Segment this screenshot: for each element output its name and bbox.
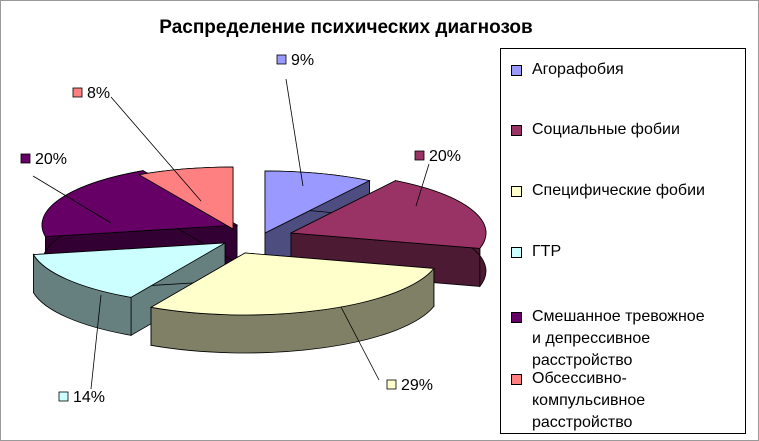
data-label: 14% — [73, 389, 105, 406]
data-label-swatch — [276, 54, 287, 65]
leader-line — [32, 175, 112, 224]
pie-slice — [264, 170, 371, 234]
leader-line — [415, 163, 430, 207]
pie-slice — [149, 252, 435, 316]
legend-swatch — [511, 125, 522, 136]
data-labels: 9% 20% 29% 14% 20% 8% — [20, 52, 461, 406]
legend-label: Обсессивно-компульсивное расстройство — [532, 368, 645, 434]
data-label: 9% — [291, 52, 314, 69]
legend-label: Специфические фобии — [532, 180, 705, 202]
data-label-swatch — [20, 153, 31, 164]
legend-label-line: расстройство — [532, 414, 633, 431]
leader-line — [90, 294, 102, 390]
data-label-swatch — [414, 150, 425, 161]
legend-label-line: расстройство — [532, 352, 633, 369]
legend-swatch — [511, 374, 522, 385]
chart-title: Распределение психических диагнозов — [159, 17, 533, 38]
pie-slice — [137, 166, 234, 230]
legend-label: Смешанное тревожное и депрессивное расстро… — [532, 306, 705, 372]
pie-slice — [32, 242, 226, 298]
legend: Агорафобия Социальные фобии Специфические … — [500, 48, 746, 434]
legend-label-line: и депрессивное — [532, 330, 651, 347]
legend-label: ГТР — [532, 241, 561, 263]
pie-tops — [32, 166, 487, 316]
data-label: 8% — [87, 85, 110, 102]
pie-slice — [41, 170, 239, 238]
data-label-swatch — [72, 87, 83, 98]
legend-label: Социальные фобии — [532, 119, 680, 141]
legend-label-line: Обсессивно- — [532, 370, 627, 387]
legend-swatch — [511, 312, 522, 323]
legend-label-line: Социальные фобии — [532, 121, 680, 138]
legend-swatch — [511, 247, 522, 258]
legend-label-line: Смешанное тревожное — [532, 308, 705, 325]
legend-label-line: Специфические фобии — [532, 182, 705, 199]
legend-label: Агорафобия — [532, 59, 624, 81]
leader-line — [285, 78, 304, 187]
leader-lines — [32, 78, 430, 390]
leader-line — [110, 96, 202, 202]
legend-label-line: компульсивное — [532, 392, 646, 409]
legend-label-line: ГТР — [532, 243, 562, 260]
pie-slice — [289, 180, 487, 249]
data-label-swatch — [386, 379, 397, 390]
data-label: 20% — [35, 151, 67, 168]
data-label-swatch — [58, 391, 69, 402]
legend-label-line: Агорафобия — [532, 61, 624, 78]
data-label: 29% — [401, 377, 433, 394]
leader-line — [340, 306, 380, 381]
legend-swatch — [511, 186, 522, 197]
pie-chart: 9% 20% 29% 14% 20% 8% — [20, 52, 487, 406]
legend-swatch — [511, 65, 522, 76]
data-label: 20% — [429, 148, 461, 165]
